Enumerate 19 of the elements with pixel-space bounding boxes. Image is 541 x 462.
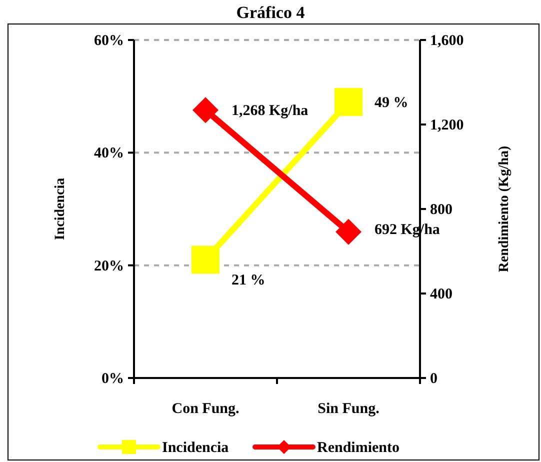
y2-tick-label: 800 [430, 202, 452, 218]
y-axis-title: Incidencia [53, 178, 68, 240]
y-tick-label: 40% [94, 146, 124, 162]
x-tick-label: Sin Fung. [318, 401, 380, 417]
data-label: 21 % [232, 272, 266, 289]
legend-label: Rendimiento [317, 440, 400, 456]
y-tick-label: 60% [94, 33, 124, 49]
y2-tick-label: 0 [430, 371, 438, 387]
y2-axis-title: Rendimiento (Kg/ha) [497, 145, 512, 272]
legend-label: Incidencia [162, 440, 230, 456]
y2-tick-label: 400 [430, 286, 452, 302]
y2-tick-label: 1,600 [430, 33, 464, 49]
y-tick-label: 20% [94, 258, 124, 274]
y2-tick-label: 1,200 [430, 118, 464, 134]
data-label: 49 % [374, 94, 408, 111]
data-label: 1,268 Kg/ha [232, 103, 309, 120]
x-tick-label: Con Fung. [172, 401, 240, 417]
chart-title: Gráfico 4 [236, 3, 306, 22]
y-tick-label: 0% [102, 371, 124, 387]
